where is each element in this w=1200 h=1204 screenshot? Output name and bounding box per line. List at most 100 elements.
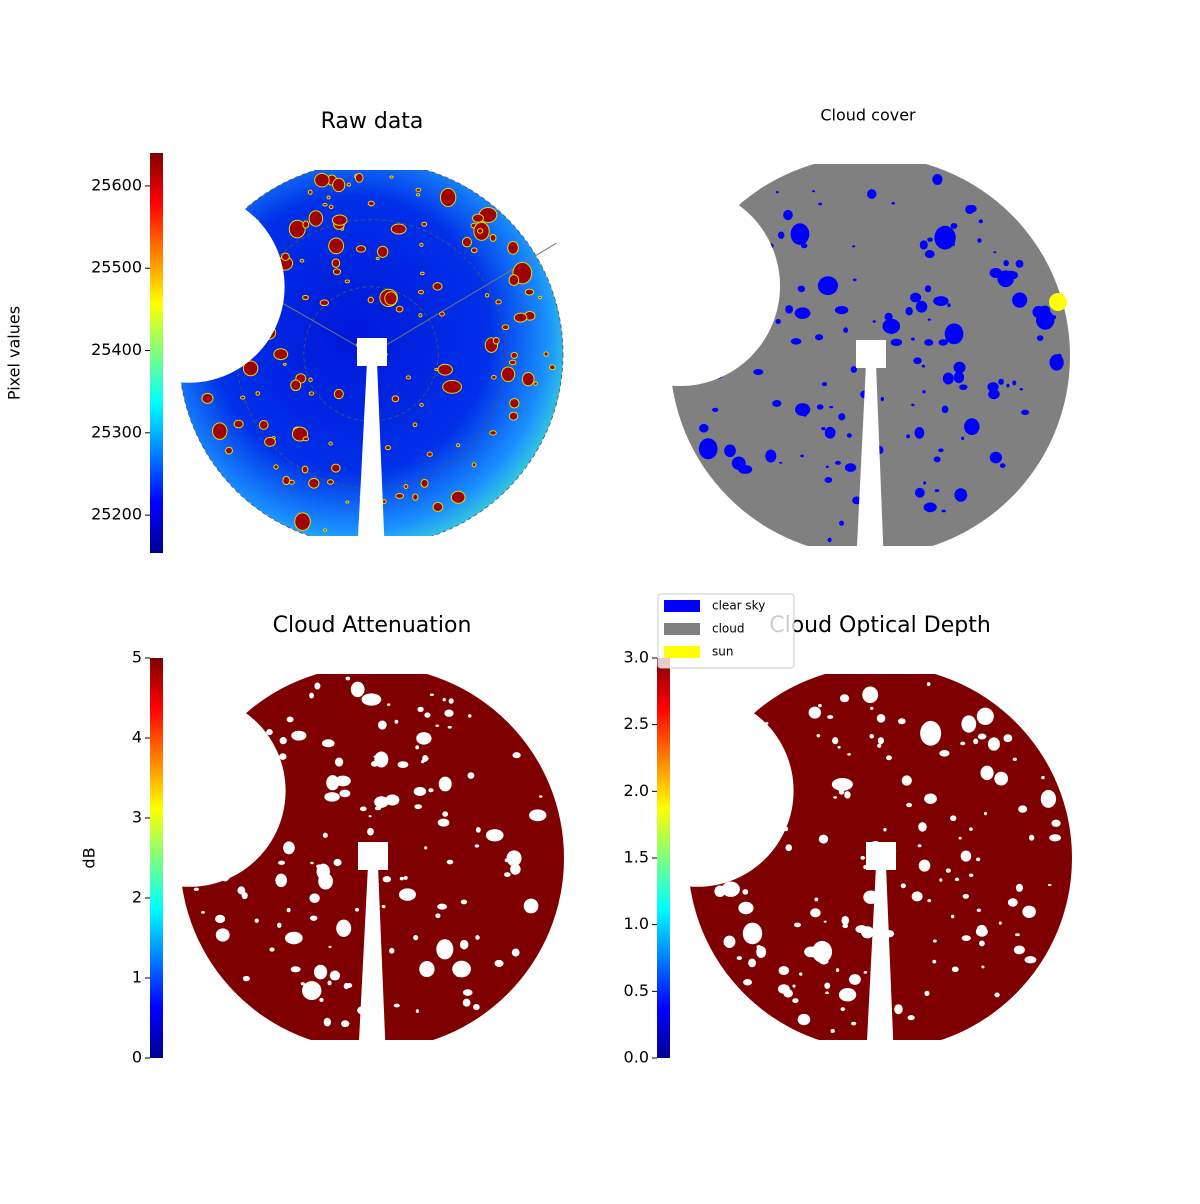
cloud-spot (814, 897, 819, 902)
cloud-spot (977, 733, 987, 740)
tick-label: 25300 (91, 422, 142, 441)
cloud-spot (475, 935, 480, 940)
cloud-spot (950, 223, 958, 229)
cloud-spot (824, 426, 836, 439)
cloud-spot (989, 385, 993, 388)
panel-title: Cloud Optical Depth (769, 613, 991, 638)
cloud-spot (756, 945, 767, 958)
cloud-spot (418, 313, 423, 318)
cloud-spot (837, 745, 841, 749)
cloud-spot (852, 245, 856, 248)
cloud-spot (1003, 259, 1009, 267)
cloud-spot (987, 382, 999, 392)
cloud-spot (471, 462, 477, 468)
cloud-spot (326, 195, 331, 200)
cloud-spot (335, 775, 351, 787)
cloud-spot (373, 755, 377, 758)
cloud-spot (880, 397, 885, 402)
cloud-spot (394, 719, 399, 724)
cloud-spot (723, 935, 736, 948)
cloud-spot (834, 305, 849, 315)
cloud-spot (435, 724, 440, 727)
cloud-spot (890, 338, 903, 347)
cloud-spot (721, 881, 740, 897)
cloud-spot (264, 436, 276, 447)
cloud-spot (910, 292, 922, 303)
cloud-spot (333, 858, 342, 867)
cloud-spot (777, 231, 785, 239)
tick-label: 1 (132, 968, 142, 987)
cloud-spot (951, 966, 959, 973)
cloud-spot (965, 204, 975, 215)
cloud-spot (193, 887, 199, 892)
cloud-spot (368, 815, 372, 818)
cloud-spot (765, 449, 777, 463)
cloud-spot (419, 960, 435, 978)
cloud-spot (775, 191, 779, 194)
cloud-spot (321, 739, 335, 748)
cloud-spot (275, 873, 288, 888)
cloud-spot (467, 772, 475, 779)
cloud-spot (933, 456, 941, 463)
cloud-spot (361, 693, 382, 706)
cloud-spot (439, 311, 445, 317)
cloud-spot (815, 334, 824, 341)
cloud-spot (736, 956, 743, 961)
cloud-spot (308, 377, 313, 383)
cloud-spot (395, 305, 404, 313)
cloud-spot (528, 809, 547, 822)
cloud-spot (980, 765, 994, 781)
cloud-spot (215, 914, 226, 924)
cloud-spot (442, 379, 462, 394)
cloud-spot (1051, 819, 1061, 827)
cloud-spot (354, 172, 364, 183)
cloud-spot (331, 214, 348, 226)
mask-bottom (665, 546, 1075, 566)
cloud-spot (462, 989, 473, 996)
cloud-spot (419, 242, 424, 247)
cloud-spot (421, 221, 428, 227)
cloud-spot (964, 418, 980, 436)
cloud-spot (258, 419, 269, 430)
cloud-spot (976, 908, 981, 912)
cloud-spot (333, 388, 344, 400)
cloud-spot (993, 251, 997, 254)
cloud-spot (513, 312, 528, 323)
cloud-spot (279, 737, 287, 745)
cloud-spot (476, 228, 484, 234)
cloud-spot (437, 818, 450, 827)
cloud-spot (484, 293, 490, 298)
cloud-spot (322, 832, 328, 838)
tick-label: 3 (132, 808, 142, 827)
cloud-spot (473, 1004, 480, 1011)
cloud-spot (327, 980, 332, 986)
cloud-spot (911, 891, 923, 902)
cloud-spot (308, 391, 315, 396)
cloud-spot (242, 360, 259, 377)
cloud-spot (998, 921, 1002, 925)
cloud-spot (212, 422, 228, 440)
cloud-spot (501, 324, 510, 331)
cloud-spot (417, 289, 425, 295)
cloud-spot (319, 997, 324, 1002)
cloud-spot (797, 1013, 811, 1026)
cloud-spot (334, 757, 344, 767)
mask-left (683, 925, 697, 1118)
cloud-spot (341, 1020, 350, 1028)
cloud-spot (927, 721, 932, 725)
cloud-spot (852, 278, 857, 282)
cloud-spot (510, 863, 521, 875)
cloud-spot (425, 757, 429, 760)
cloud-spot (979, 940, 985, 947)
cloud-spot (308, 210, 324, 227)
cloud-spot (846, 433, 852, 438)
cloud-spot (225, 446, 233, 455)
cloud-spot (969, 827, 973, 831)
cloud-spot (508, 411, 519, 421)
cloud-spot (1041, 775, 1045, 780)
cloud-spot (294, 512, 311, 531)
cloud-spot (785, 305, 794, 314)
cloud-spot (810, 908, 821, 918)
cloud-spot (439, 187, 457, 208)
cloud-spot (848, 974, 861, 985)
